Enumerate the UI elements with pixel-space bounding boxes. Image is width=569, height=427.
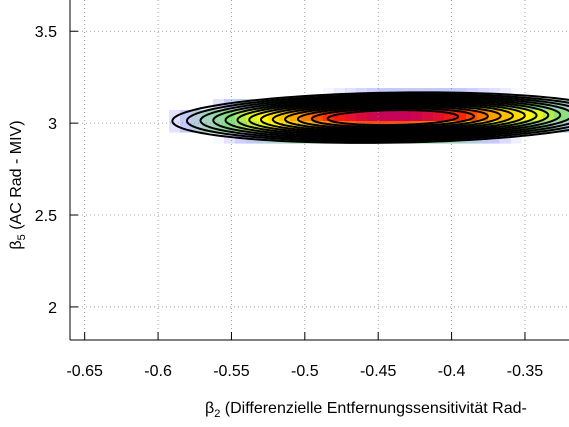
- heatmap-cell: [202, 110, 214, 122]
- x-axis-title-subscript: 2: [214, 408, 220, 420]
- heatmap-cell: [433, 110, 445, 122]
- contour-line: [296, 105, 489, 130]
- x-tick-label: -0.35: [507, 363, 544, 380]
- heatmap-cell: [543, 121, 555, 133]
- heatmap-cell: [477, 110, 489, 122]
- heatmap-cell: [169, 110, 181, 122]
- heatmap-cell: [356, 110, 368, 122]
- contour-line: [310, 107, 475, 128]
- y-tick-label: 3.5: [35, 24, 57, 41]
- heatmap-cell: [257, 110, 269, 122]
- heatmap-cell: [367, 110, 379, 122]
- heatmap-cell: [279, 121, 291, 133]
- heatmap-cell: [301, 110, 313, 122]
- heatmap-cell: [180, 121, 192, 133]
- heatmap-cell: [334, 110, 346, 122]
- heatmap-cell: [532, 99, 544, 111]
- x-tick-label: -0.4: [438, 363, 466, 380]
- x-axis-title: β2 (Differenzielle Entfernungssensitivit…: [205, 400, 527, 420]
- contour-lines: [171, 91, 569, 144]
- y-tick-label: 2: [48, 300, 57, 317]
- x-axis-title-text: (Differenzielle Entfernungssensitivität …: [220, 400, 527, 417]
- heatmap-cell: [510, 110, 522, 122]
- heatmap-cell: [400, 110, 412, 122]
- heatmap-cell: [224, 121, 236, 133]
- x-tick-label: -0.55: [213, 363, 250, 380]
- contour-line: [236, 98, 550, 137]
- heatmap-cell: [488, 110, 500, 122]
- contour-line: [326, 109, 460, 127]
- heatmap-cell: [213, 132, 225, 144]
- heatmap-cell: [279, 110, 291, 122]
- contour-line: [284, 104, 502, 131]
- heatmap-cell: [290, 110, 302, 122]
- contour-line: [224, 97, 562, 138]
- y-axis-title-text: (AC Rad - MIV): [8, 120, 25, 234]
- x-tick-label: -0.65: [66, 363, 103, 380]
- heatmap-cell: [224, 99, 236, 111]
- heatmap-cell: [169, 121, 181, 133]
- heatmap-cell: [213, 121, 225, 133]
- heatmap-cell: [323, 110, 335, 122]
- contour-line: [185, 93, 569, 143]
- heatmap-cell: [378, 110, 390, 122]
- heatmap-cell: [510, 132, 522, 144]
- heatmap-cell: [180, 110, 192, 122]
- x-tick-label: -0.6: [144, 363, 172, 380]
- heatmap-cell: [389, 110, 401, 122]
- grid-lines: [70, 0, 569, 340]
- x-axis-title-symbol: β: [205, 400, 214, 417]
- heatmap-cell: [521, 110, 533, 122]
- heatmap-cell: [235, 121, 247, 133]
- y-axis-title-subscript: 5: [16, 234, 28, 240]
- heatmap-cell: [510, 88, 522, 100]
- y-axis-title-symbol: β: [8, 240, 25, 249]
- heatmap-cell: [466, 110, 478, 122]
- contour-line: [212, 96, 569, 140]
- y-axis-title: β5 (AC Rad - MIV): [8, 120, 28, 249]
- heatmap-cell: [565, 110, 569, 122]
- contour-line: [248, 100, 538, 136]
- y-tick-label: 3: [48, 116, 57, 133]
- heatmap-cell: [268, 110, 280, 122]
- contour-line: [199, 94, 569, 141]
- heatmap-cell: [345, 110, 357, 122]
- y-tick-label: 2.5: [35, 208, 57, 225]
- x-tick-label: -0.45: [360, 363, 397, 380]
- heatmap-cell: [191, 110, 203, 122]
- contour-line: [171, 91, 569, 144]
- axis-ticks: -0.65 -0.6 -0.55 -0.5 -0.45 -0.4 -0.35 2 2.5 3 3.5: [35, 24, 544, 380]
- contour-line: [271, 102, 514, 133]
- heatmap-cell: [499, 110, 511, 122]
- heatmap-cell: [444, 110, 456, 122]
- heatmap-cell: [411, 110, 423, 122]
- heatmap-cell: [422, 110, 434, 122]
- contour-line: [259, 101, 526, 134]
- heatmap-cell: [455, 110, 467, 122]
- heatmap-cell: [532, 110, 544, 122]
- x-tick-label: -0.5: [291, 363, 319, 380]
